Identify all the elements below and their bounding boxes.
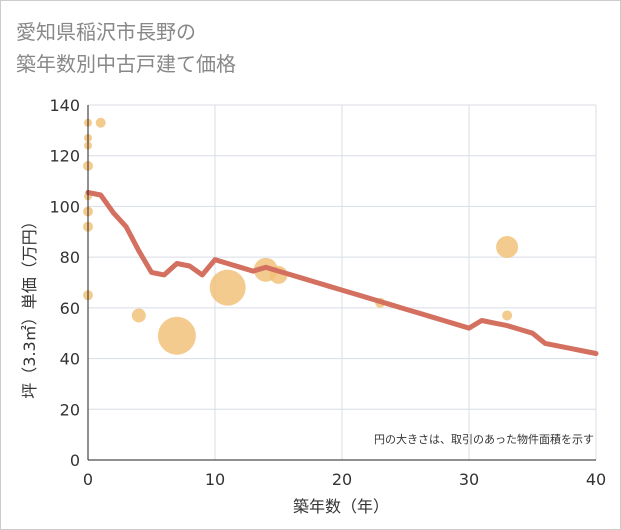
x-tick-label-3: 30	[459, 470, 479, 489]
bubble-10	[157, 316, 196, 355]
grid-lines	[88, 104, 597, 460]
x-tick-label-4: 40	[586, 470, 606, 489]
x-tick-label-2: 20	[332, 470, 352, 489]
bubble-11	[209, 269, 246, 306]
bubble-9	[131, 308, 146, 323]
trend-layer	[85, 190, 599, 356]
y-tick-label-0: 0	[70, 451, 80, 470]
tick-labels-layer: 0 20 40 60 80 100 120 140 0 10 20 30 40	[49, 96, 606, 489]
x-tick-label-1: 10	[205, 470, 225, 489]
y-tick-label-2: 40	[60, 350, 80, 369]
trend-line	[85, 190, 599, 356]
bubble-8	[95, 117, 106, 128]
x-tick-label-0: 0	[83, 470, 93, 489]
y-tick-label-3: 60	[60, 299, 80, 318]
y-tick-label-5: 100	[49, 197, 80, 216]
y-tick-label-1: 20	[60, 400, 80, 419]
y-tick-label-4: 80	[60, 248, 80, 267]
chart-title: 愛知県稲沢市長野の 築年数別中古戸建て価格	[16, 16, 236, 80]
bubbles-layer	[83, 117, 519, 355]
chart-title-line-1: 愛知県稲沢市長野の	[16, 20, 196, 44]
y-axis-title: 坪（3.3㎡）単価（万円）	[20, 213, 39, 398]
x-axis-title: 築年数（年）	[293, 497, 389, 516]
chart-title-line-2: 築年数別中古戸建て価格	[16, 52, 236, 76]
y-tick-label-7: 140	[49, 96, 80, 115]
axes-layer	[87, 105, 596, 461]
size-legend-note: 円の大きさは、取引のあった物件面積を示す	[374, 432, 594, 446]
y-tick-label-6: 120	[49, 147, 80, 166]
bubble-15	[496, 236, 519, 258]
bubble-16	[502, 310, 513, 321]
